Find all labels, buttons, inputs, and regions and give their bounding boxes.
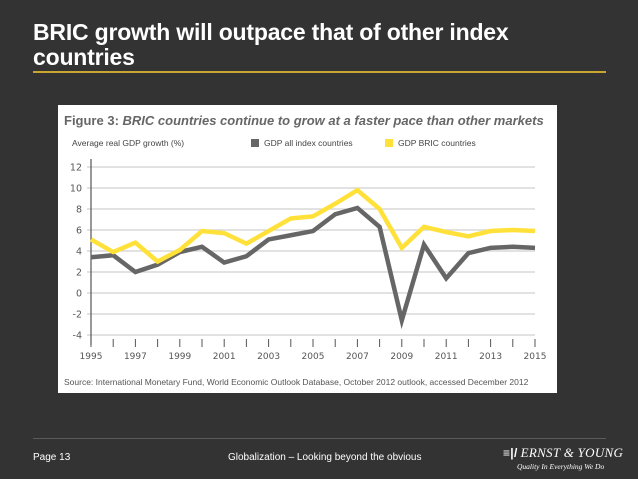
x-tick-label: 2005 [302,352,325,362]
title-underline [33,71,606,73]
legend-label: GDP all index countries [264,138,353,148]
figure-panel: Figure 3: BRIC countries continue to gro… [58,105,557,393]
legend-swatch-gray [251,139,259,147]
label-layer: 12 10 8 6 4 2 0 -2 -4 1995 1997 1999 2001 2003 2005 200… [70,163,547,363]
ey-logo-mark-icon: ≡|/ [503,446,518,460]
x-tick-label: 1997 [124,352,147,362]
slide-title: BRIC growth will outpace that of other i… [33,19,509,70]
y-axis-title: Average real GDP growth (%) [72,138,185,148]
x-tick-label: 1995 [80,352,103,362]
x-tick-label: 2011 [435,352,458,362]
legend-label: GDP BRIC countries [398,138,476,148]
y-tick-label: -4 [73,331,82,342]
x-tick-label: 2015 [524,352,547,362]
logo-tagline: Quality In Everything We Do [517,462,605,471]
series-line-all-index [90,205,536,330]
footer-divider [33,438,606,439]
grid-layer [87,166,535,336]
figure-label: Figure 3: [64,113,119,128]
y-tick-label: -2 [73,310,82,321]
y-tick-label: 6 [76,226,82,237]
figure-title: Figure 3: BRIC countries continue to gro… [64,113,544,128]
y-tick-label: 12 [70,163,82,174]
figure-title-text: BRIC countries continue to grow at a fas… [122,113,544,128]
page-number: Page 13 [33,452,71,463]
y-tick-label: 2 [76,268,82,279]
x-tick-label: 2003 [257,352,280,362]
source-note: Source: International Monetary Fund, Wor… [64,377,529,387]
x-tick-label: 2007 [346,352,369,362]
y-tick-label: 0 [76,289,82,300]
y-tick-label: 8 [76,205,82,216]
legend-swatch-yellow [385,139,393,147]
legend-item-bric: GDP BRIC countries [385,138,476,148]
y-tick-label: 4 [76,247,82,258]
series-layer [89,187,536,330]
legend-item-all-index: GDP all index countries [251,138,353,148]
y-tick-label: 10 [70,184,82,195]
x-tick-label: 2001 [213,352,236,362]
ernst-young-logo: ≡|/ ERNST & YOUNG Quality In Everything … [503,445,623,471]
line-chart: 12 10 8 6 4 2 0 -2 -4 1995 1997 1999 2001 2003 2005 200… [70,159,547,363]
logo-name: ERNST & YOUNG [520,445,624,460]
x-tick-label: 2013 [479,352,502,362]
footer-title: Globalization – Looking beyond the obvio… [228,452,422,463]
x-tick-label: 2009 [390,352,413,362]
x-tick-label: 1999 [168,352,191,362]
axis-layer [90,159,536,347]
